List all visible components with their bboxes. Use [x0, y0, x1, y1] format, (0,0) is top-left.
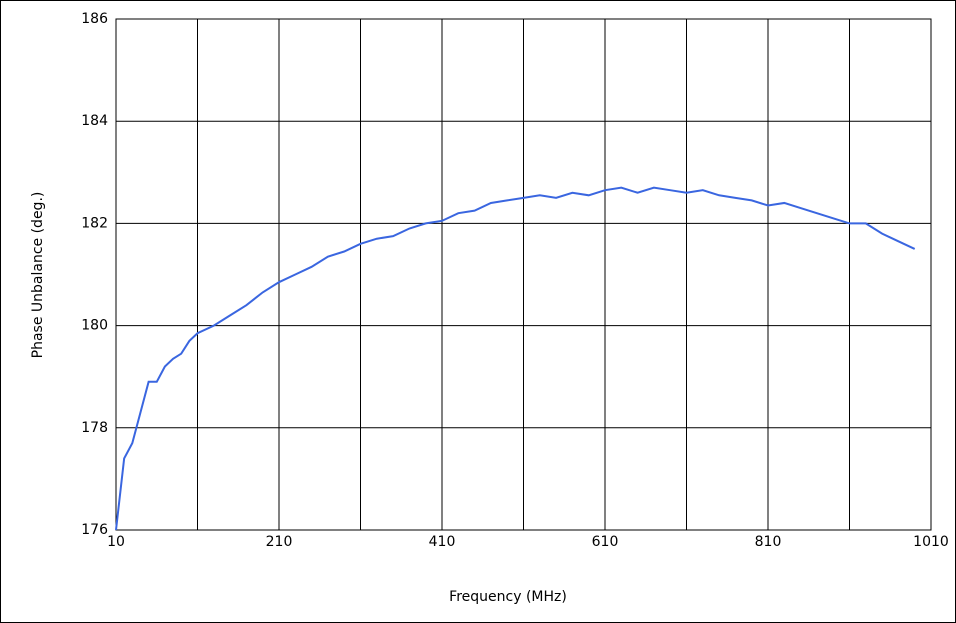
- x-tick-label: 610: [592, 534, 619, 550]
- plot-border: [115, 18, 932, 531]
- x-tick-label: 10: [107, 534, 125, 550]
- x-tick-label: 210: [266, 534, 293, 550]
- y-tick-label: 176: [81, 522, 108, 538]
- data-line: [115, 186, 916, 531]
- y-tick-label: 182: [81, 215, 108, 231]
- y-tick-label: 180: [81, 318, 108, 334]
- x-tick-label: 1010: [913, 534, 949, 550]
- x-axis-label: Frequency (MHz): [449, 589, 567, 605]
- x-tick-label: 410: [429, 534, 456, 550]
- y-tick-label: 184: [81, 113, 108, 129]
- y-tick-label: 178: [81, 420, 108, 436]
- x-tick-label: 810: [755, 534, 782, 550]
- y-tick-label: 186: [81, 11, 108, 27]
- y-axis-label: Phase Unbalance (deg.): [30, 192, 46, 359]
